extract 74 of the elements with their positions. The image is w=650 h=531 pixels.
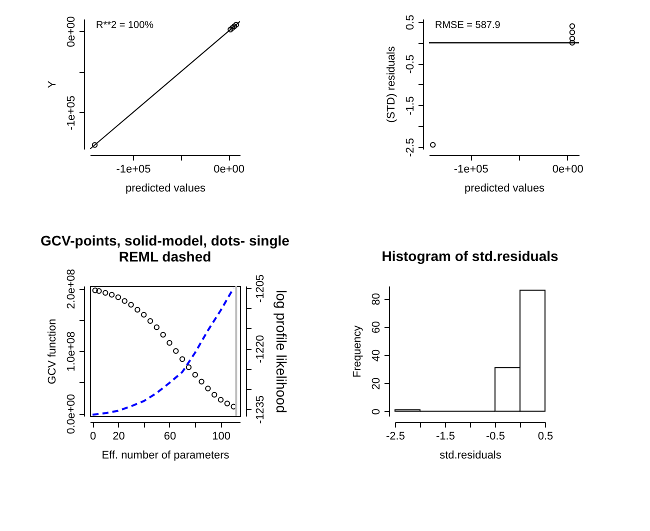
point (115, 294, 122, 300)
point (192, 372, 198, 378)
point (141, 312, 147, 318)
y-tick-label: 0e+00 (66, 16, 78, 48)
x-tick-label: 100 (212, 430, 230, 442)
x-axis-title: predicted values (464, 182, 546, 194)
point (102, 290, 108, 296)
point (231, 23, 238, 30)
y-tick-label: 2.0e+08 (66, 268, 78, 310)
x-axis-title: std.residuals (440, 450, 502, 462)
y-tick-label: -0.5 (404, 54, 416, 74)
chart-title: GCV-points, solid-model, dots- single REML dashed (40, 232, 290, 264)
point (430, 142, 436, 148)
x-tick-label: -2.5 (386, 430, 405, 442)
y2-axis-title: log profile likelihood (274, 290, 290, 413)
point (122, 298, 128, 304)
y-axis-title: GCV function (46, 318, 58, 384)
point (173, 348, 179, 354)
y-tick-label: 60 (370, 321, 382, 334)
y2-tick-label: -1205 (254, 274, 266, 303)
point (230, 25, 236, 31)
y-tick-label: 0.0e+00 (66, 394, 78, 434)
point (228, 26, 234, 32)
point (92, 288, 98, 294)
point (92, 142, 98, 148)
point (569, 40, 576, 46)
x-tick-label: -1.5 (436, 430, 455, 442)
point (128, 302, 134, 308)
point (224, 400, 230, 406)
annotation: R**2 = 100% (96, 20, 154, 31)
x-tick-label: 0e+00 (552, 164, 584, 176)
y-tick-label: 1.0e+08 (66, 331, 78, 372)
x-axis-title: predicted values (125, 182, 206, 194)
point (134, 306, 140, 313)
point (205, 386, 211, 392)
y-axis-title: (STD) residuals (386, 46, 398, 123)
x-tick-label: -1e+05 (116, 164, 151, 176)
y-tick-label: 0 (370, 408, 382, 415)
y-tick-label: 80 (370, 293, 382, 306)
y2-tick-label: -1235 (254, 396, 266, 424)
y-axis-title: Y (46, 80, 58, 88)
y-axis-title: Frequency (352, 325, 364, 378)
point (160, 332, 166, 338)
point (569, 36, 576, 42)
point (179, 356, 186, 362)
x-tick-label: 0.5 (538, 430, 554, 442)
y-tick-label: -2.5 (404, 138, 416, 157)
point (233, 22, 240, 28)
annotation: RMSE = 587.9 (435, 20, 501, 31)
x-tick-label: 0e+00 (214, 164, 244, 176)
y2-tick-label: -1220 (254, 335, 266, 364)
point (569, 29, 576, 36)
chart-title: Histogram of std.residuals (382, 248, 559, 264)
y-tick-label: -1.5 (404, 96, 416, 116)
y-tick-label: 40 (370, 349, 382, 362)
point (212, 392, 218, 398)
y-tick-label: 20 (370, 377, 382, 390)
point (96, 288, 102, 294)
x-tick-label: -0.5 (486, 430, 505, 442)
point (218, 396, 224, 403)
point (198, 378, 204, 384)
point (166, 340, 172, 346)
point (186, 364, 192, 370)
y-tick-label: -1e+05 (66, 96, 78, 130)
point (154, 324, 160, 330)
x-tick-label: 60 (164, 430, 176, 442)
x-tick-label: -1e+05 (454, 164, 488, 176)
point (569, 23, 576, 29)
x-tick-label: 20 (112, 430, 125, 442)
x-tick-label: 0 (90, 430, 96, 442)
point (147, 318, 154, 324)
point (108, 292, 115, 298)
y-tick-label: 0.5 (404, 14, 416, 30)
x-axis-title: Eff. number of parameters (102, 450, 230, 462)
